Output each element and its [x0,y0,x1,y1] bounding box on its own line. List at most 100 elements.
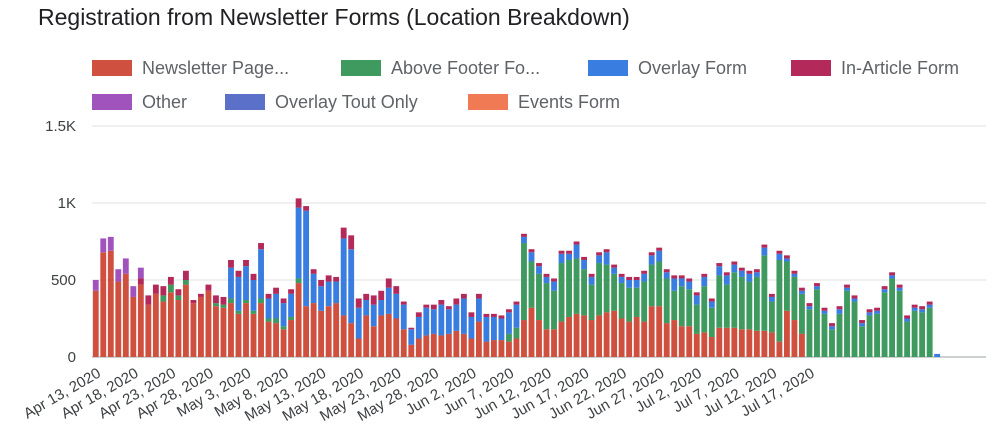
bar-segment [423,335,430,357]
bar-segment [348,323,355,357]
bar-segment [250,310,257,314]
y-tick-label: 500 [51,272,76,289]
legend-item[interactable]: Overlay Tout Only [225,90,418,114]
bar-segment [746,329,753,357]
bar-segment [348,235,355,250]
bar-segment [250,273,257,280]
bar-segment [536,266,542,274]
bar-segment [806,306,813,310]
bar-segment [836,309,843,314]
bar-segment [814,289,820,357]
bar-segment [791,320,798,357]
bar-segment [738,329,745,357]
bar-segment [445,309,452,334]
bar-segment [708,301,715,308]
bar-segment [889,272,896,276]
bar-segment [310,273,317,304]
legend-swatch [225,94,265,110]
bar-segment [445,333,452,357]
bar-segment [423,307,430,336]
bar-segment [243,259,249,267]
legend-item[interactable]: In-Article Form [791,56,959,80]
legend-label: Other [142,91,188,112]
bar-segment [633,316,640,357]
bar-segment [310,303,317,357]
bar-segment [475,298,482,322]
bar-segment [821,310,828,314]
bar-segment [152,293,159,357]
bar-segment [626,321,633,357]
bar-segment [611,267,618,274]
bar-segment [243,266,249,301]
bar-segment [190,303,197,357]
bar-segment [603,252,610,265]
bar-segment [198,296,204,357]
bar-segment [250,280,257,311]
bar-segment [558,321,565,357]
bar-segment [814,286,820,290]
bar-segment [874,307,880,311]
bar-segment [701,276,708,287]
bar-segment [430,304,437,310]
bar-segment [536,320,542,357]
bar-segment [107,250,114,357]
bar-segment [528,249,535,253]
bar-segment [160,295,167,302]
bar-segment [498,318,505,341]
bar-segment [558,250,565,254]
bar-segment [911,310,918,357]
bar-segment [506,309,512,313]
bar-segment [295,207,302,279]
bar-segment [783,310,790,357]
bar-segment [167,292,174,357]
bar-segment [791,276,798,321]
legend-label: Above Footer Fo... [391,57,541,78]
bar-segment [355,307,362,339]
bar-segment [280,329,287,357]
bar-segment [475,321,482,357]
bar-segment [573,313,580,357]
legend-swatch [341,60,381,76]
bar-segment [596,252,603,256]
bar-segment [603,249,610,253]
legend-swatch [791,60,831,76]
bar-segment [663,323,670,357]
bar-segment [453,304,460,331]
bar-segment [686,278,693,282]
legend-swatch [92,94,132,110]
bar-segment [806,303,813,307]
bar-segment [611,273,618,311]
bar-segment [325,275,332,282]
legend-item[interactable]: Other [92,90,187,114]
bar-segment [678,275,685,279]
bar-segment [92,290,99,357]
bar-segment [295,278,302,284]
bar-segment [581,269,588,316]
bar-segment [753,272,760,277]
legend-item[interactable]: Above Footer Fo... [341,56,540,80]
bar-segment [415,338,422,357]
bar-segment [310,269,317,274]
bar-segment [866,312,873,316]
bar-segment [295,198,302,208]
bar-segment [904,315,911,319]
legend-item[interactable]: Events Form [468,90,620,114]
bar-segment [776,253,783,260]
bar-segment [228,298,234,304]
bar-segment [791,273,798,277]
bar-segment [844,290,850,357]
bar-segment [731,261,738,265]
bar-segment [273,293,279,319]
bar-segment [340,227,347,239]
bar-segment [806,309,813,357]
bar-segment [250,313,257,357]
bar-segment [656,261,663,307]
bar-segment [243,300,249,304]
bar-segment [783,255,790,259]
legend-item[interactable]: Overlay Form [588,56,747,80]
bar-segment [318,286,325,311]
legend-item[interactable]: Newsletter Page... [92,56,289,80]
bar-segment [333,281,340,304]
bar-segment [686,326,693,357]
